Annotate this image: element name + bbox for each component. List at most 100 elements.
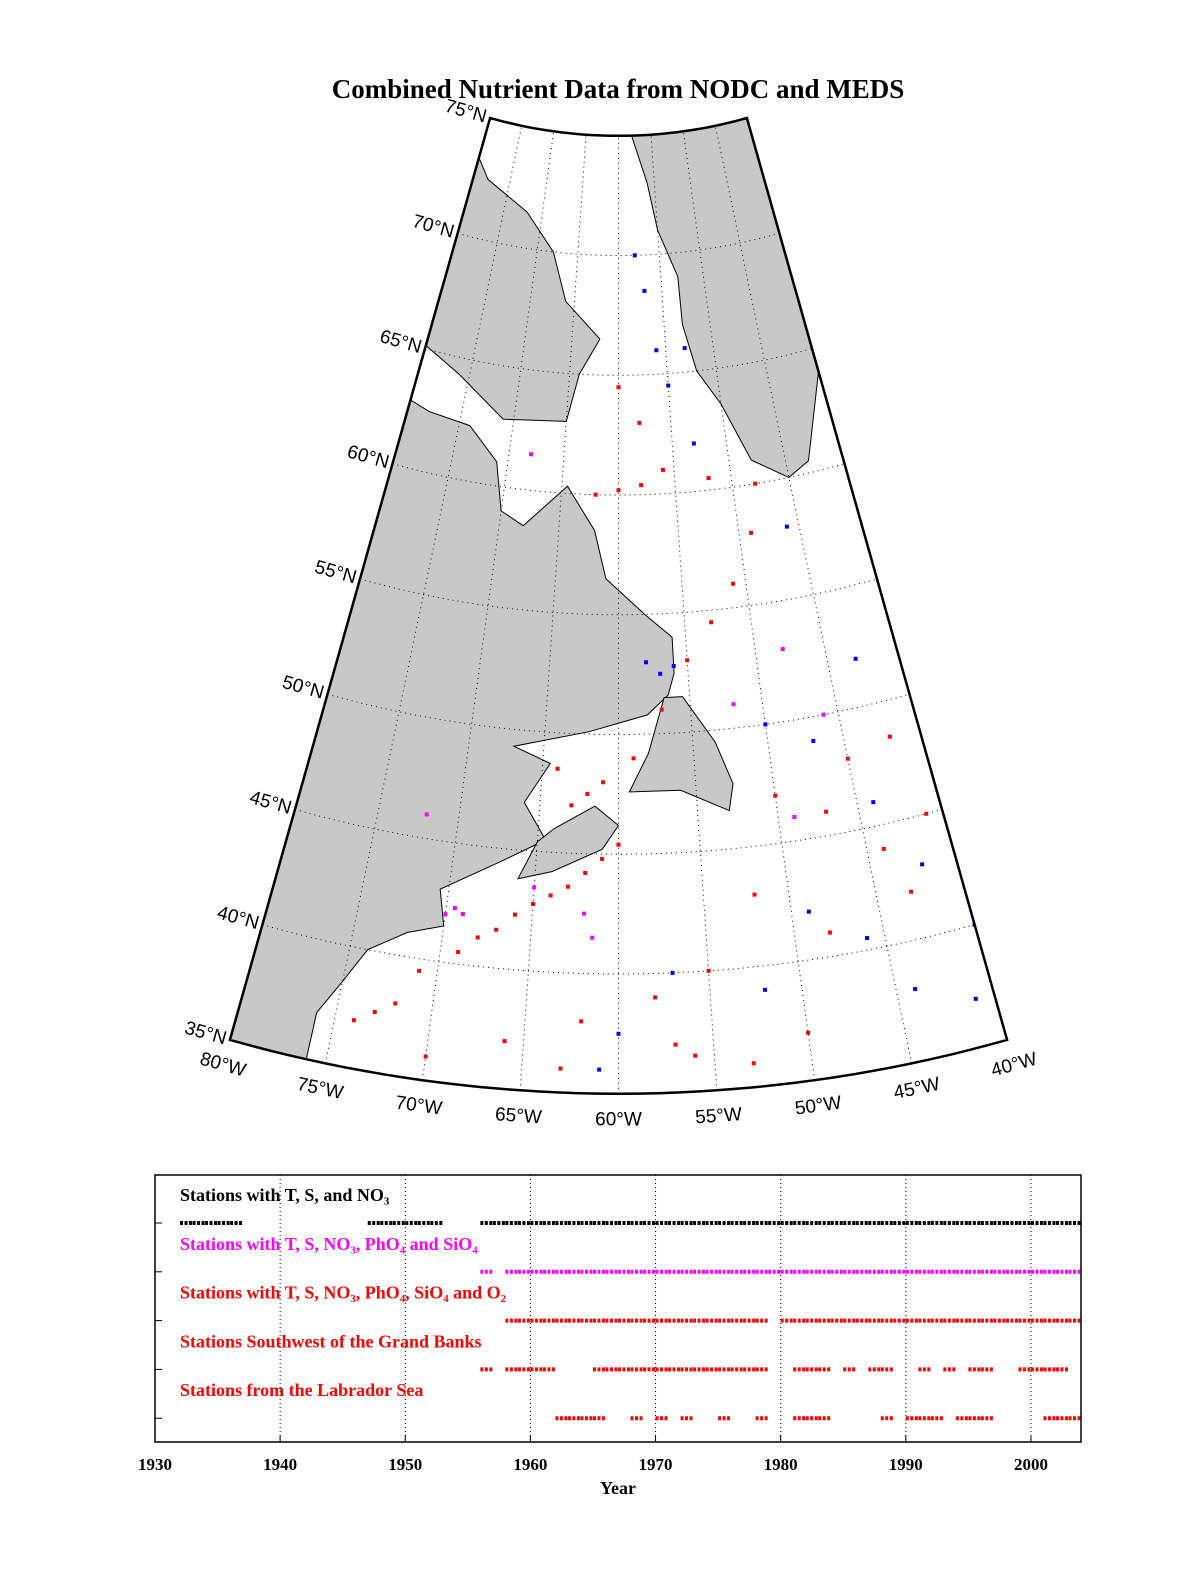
station [811, 738, 816, 743]
lon-label: 75°W [295, 1074, 345, 1104]
station [709, 620, 714, 625]
station [452, 906, 457, 911]
x-tick-label: 1960 [513, 1455, 547, 1474]
station [749, 530, 754, 535]
timeline-chart: 1930 1940 1950 1960 1970 1980 1990 2000 Year Stat… [138, 1174, 1082, 1498]
station [632, 253, 637, 258]
station [821, 712, 826, 717]
station [685, 658, 690, 663]
station [600, 856, 605, 861]
station [706, 968, 711, 973]
lat-label: 45°N [247, 787, 294, 819]
station [773, 793, 778, 798]
landmass [229, 387, 675, 1084]
station [654, 348, 659, 353]
station [780, 647, 785, 652]
station [548, 893, 553, 898]
station [424, 812, 429, 817]
station [659, 707, 664, 712]
lon-label: 60°W [595, 1109, 642, 1130]
station [731, 702, 736, 707]
station [792, 814, 797, 819]
station [670, 970, 675, 975]
legend-label: Stations with T, S, and NO₃ [180, 1185, 390, 1205]
x-tick-label: 1990 [889, 1455, 923, 1474]
station [752, 892, 757, 897]
station [475, 935, 480, 940]
lat-label: 50°N [280, 672, 327, 704]
station [565, 884, 570, 889]
station [502, 1039, 507, 1044]
map-frame [228, 116, 1009, 1095]
legend-label: Stations with T, S, NO₃, PhO₄ and SiO₄ [180, 1234, 478, 1254]
station [532, 885, 537, 890]
station [443, 912, 448, 917]
station [731, 581, 736, 586]
stations [351, 253, 978, 1072]
station [682, 346, 687, 351]
legend-label: Stations with T, S, NO₃, PhO₄, SiO₄ and … [180, 1283, 506, 1303]
legend-label: Stations Southwest of the Grand Banks [180, 1331, 482, 1351]
x-tick-label: 1980 [764, 1455, 798, 1474]
station [784, 524, 789, 529]
station [351, 1018, 356, 1023]
station [616, 488, 621, 493]
lat-label: 35°N [182, 1018, 229, 1050]
station [887, 734, 892, 739]
station [853, 656, 858, 661]
landmass [409, 135, 601, 422]
land [229, 118, 820, 1084]
station [643, 660, 648, 665]
lat-label: 70°N [410, 211, 457, 243]
station [579, 1019, 584, 1024]
station [691, 441, 696, 446]
station [865, 935, 870, 940]
station [601, 780, 606, 785]
station [372, 1009, 377, 1014]
station [660, 467, 665, 472]
station [751, 1061, 756, 1066]
station [658, 671, 663, 676]
landmass [628, 696, 734, 812]
station [512, 912, 517, 917]
landmass [516, 805, 620, 880]
station [590, 935, 595, 940]
station [582, 911, 587, 916]
station [753, 481, 758, 486]
station [909, 889, 914, 894]
x-tick-label: 1950 [388, 1455, 422, 1474]
station [558, 1066, 563, 1071]
lon-label: 45°W [892, 1074, 942, 1104]
station [393, 1001, 398, 1006]
station [973, 996, 978, 1001]
station [531, 901, 536, 906]
station [460, 912, 465, 917]
station [456, 950, 461, 955]
station [671, 663, 676, 668]
station [593, 492, 598, 497]
station [639, 483, 644, 488]
lon-label: 80°W [198, 1049, 249, 1082]
landmass [491, 118, 820, 478]
x-tick-label: 1930 [138, 1455, 172, 1474]
station [637, 420, 642, 425]
station [824, 809, 829, 814]
legend-label: Stations from the Labrador Sea [180, 1380, 423, 1400]
parallel [262, 924, 975, 975]
station [706, 476, 711, 481]
station [616, 842, 621, 847]
station [585, 791, 590, 796]
station [666, 383, 671, 388]
station [653, 995, 658, 1000]
station [555, 766, 560, 771]
x-tick-label: 2000 [1014, 1455, 1048, 1474]
station [924, 811, 929, 816]
station [806, 909, 811, 914]
station [417, 968, 422, 973]
station [494, 927, 499, 932]
station [881, 846, 886, 851]
station [913, 987, 918, 992]
map-title: Combined Nutrient Data from NODC and MED… [332, 74, 905, 104]
lat-label: 60°N [345, 441, 392, 473]
lat-label: 65°N [377, 326, 424, 358]
